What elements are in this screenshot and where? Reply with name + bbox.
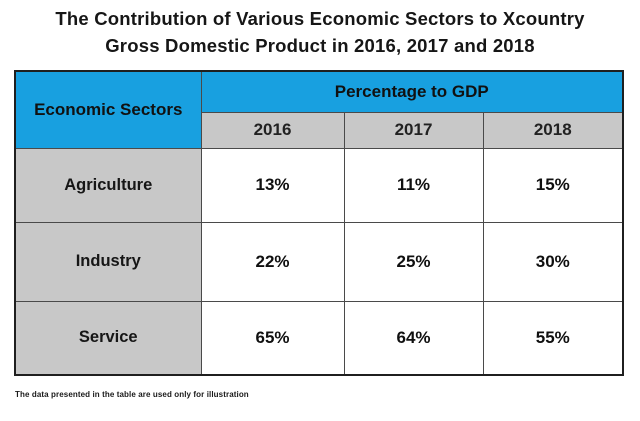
value-cell-service-2018: 55% [482,300,624,376]
table-row-service: Service 65% 64% 55% [14,300,624,376]
value-cell-agriculture-2017: 11% [343,147,484,223]
value-cell-agriculture-2018: 15% [482,147,624,223]
percentage-to-gdp-header: Percentage to GDP [200,70,624,113]
sector-cell-agriculture: Agriculture [14,147,202,223]
year-header-2017: 2017 [343,111,484,149]
sector-cell-industry: Industry [14,221,202,302]
table-row-agriculture: Agriculture 13% 11% 15% [14,147,624,223]
value-cell-service-2017: 64% [343,300,484,376]
footnote: The data presented in the table are used… [15,390,249,399]
sector-cell-service: Service [14,300,202,376]
chart-title-line-1: The Contribution of Various Economic Sec… [55,8,585,29]
table-row-industry: Industry 22% 25% 30% [14,221,624,302]
table-row-year-headers: 2016 2017 2018 [15,111,624,149]
gdp-table: Economic Sectors Percentage to GDP 2016 … [14,70,625,376]
economic-sectors-header: Economic Sectors [14,70,202,149]
value-cell-service-2016: 65% [200,300,345,376]
chart-title-line-2: Gross Domestic Product in 2016, 2017 and… [105,35,535,56]
value-cell-industry-2016: 22% [200,221,345,302]
value-cell-industry-2018: 30% [482,221,624,302]
year-header-2018: 2018 [482,111,624,149]
value-cell-agriculture-2016: 13% [200,147,345,223]
chart-title: The Contribution of Various Economic Sec… [0,5,640,59]
value-cell-industry-2017: 25% [343,221,484,302]
table-row-group-header: Economic Sectors Percentage to GDP [14,70,624,149]
year-header-2016: 2016 [200,111,345,149]
